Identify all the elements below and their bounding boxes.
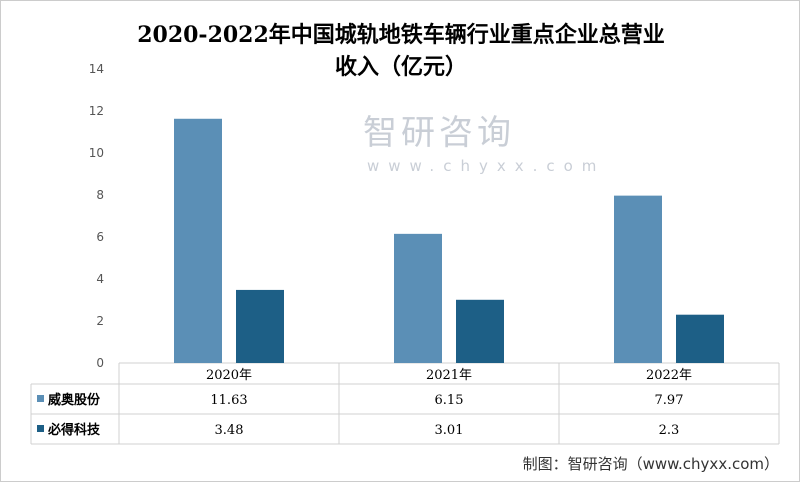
legend-swatch	[37, 395, 44, 402]
title-line-2: 收入（亿元）	[334, 54, 467, 80]
data-table-value: 11.63	[210, 393, 247, 408]
data-table-value: 6.15	[435, 393, 464, 408]
bar-必得科技-2020年	[236, 289, 284, 363]
y-tick-label: 12	[89, 104, 104, 118]
x-tick-label: 2022年	[646, 368, 692, 383]
data-table-value: 2.3	[659, 423, 680, 438]
x-tick-label: 2020年	[206, 368, 252, 383]
legend-swatch	[37, 425, 44, 432]
y-tick-label: 2	[96, 314, 104, 328]
bar-威奥股份-2021年	[394, 233, 442, 363]
source-note: 制图：智研咨询（www.chyxx.com）	[522, 455, 779, 473]
y-tick-label: 10	[89, 146, 104, 160]
y-tick-label: 4	[96, 272, 104, 286]
bar-威奥股份-2022年	[614, 195, 662, 363]
bar-威奥股份-2020年	[174, 118, 222, 364]
data-table-value: 3.48	[215, 423, 244, 438]
legend-label: 威奥股份	[48, 392, 101, 408]
watermark-logo: 智研咨询	[363, 113, 515, 153]
watermark-url: www.chyxx.com	[367, 157, 606, 175]
data-table-value: 7.97	[655, 393, 684, 408]
y-tick-label: 6	[96, 230, 104, 244]
legend-label: 必得科技	[47, 422, 101, 438]
x-tick-label: 2021年	[426, 368, 472, 383]
data-table-value: 3.01	[435, 423, 464, 438]
y-tick-label: 0	[96, 356, 104, 370]
title-line-1: 2020-2022年中国城轨地铁车辆行业重点企业总营业	[137, 22, 665, 48]
y-tick-label: 8	[96, 188, 104, 202]
chart-title: 2020-2022年中国城轨地铁车辆行业重点企业总营业 收入（亿元）	[1, 19, 799, 83]
bar-必得科技-2022年	[676, 314, 724, 363]
bar-必得科技-2021年	[456, 299, 504, 363]
y-tick-label: 14	[89, 62, 104, 76]
